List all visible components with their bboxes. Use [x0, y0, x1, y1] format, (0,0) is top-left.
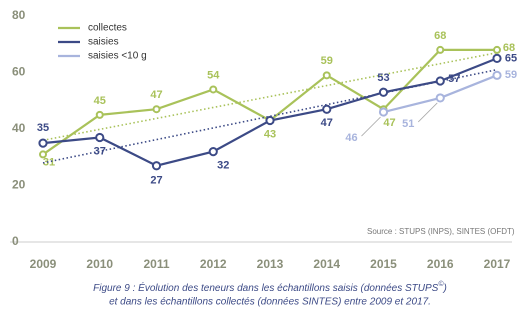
x-tick-label: 2013 [257, 257, 284, 271]
point [39, 150, 47, 159]
data-label: 37 [94, 145, 106, 157]
caption-sup: © [438, 280, 444, 288]
point [38, 138, 48, 148]
data-label: 47 [321, 117, 333, 129]
point [435, 76, 445, 86]
point [322, 104, 332, 114]
data-label: 57 [448, 73, 460, 85]
data-label: 68 [434, 30, 446, 42]
point [493, 45, 501, 54]
point [378, 87, 389, 97]
x-tick-label: 2017 [484, 257, 511, 271]
x-tick-label: 2014 [313, 257, 340, 271]
point [95, 132, 105, 143]
data-label: 47 [383, 117, 395, 129]
caption: et dans les échantillons collectés (donn… [109, 297, 431, 308]
legend-label: saisies [88, 37, 119, 48]
trend-line [42, 51, 498, 142]
point [492, 70, 502, 80]
x-tick-label: 2011 [143, 257, 169, 271]
data-label: 32 [217, 160, 229, 172]
source: Source : STUPS (INPS), SINTES (OFDT) [367, 227, 515, 236]
data-label: 68 [503, 42, 515, 54]
data-label: 54 [207, 69, 220, 81]
point [151, 161, 162, 171]
data-label: 65 [505, 52, 517, 64]
data-label: 27 [150, 175, 162, 187]
x-tick-label: 2016 [427, 257, 454, 271]
point [208, 147, 218, 157]
y-tick-label: 80 [12, 8, 26, 22]
legend-label: collectes [88, 23, 127, 34]
point [265, 115, 275, 126]
data-label: 51 [402, 118, 414, 130]
legend-label: saisies <10 g [88, 51, 147, 62]
data-label: 43 [264, 128, 276, 140]
caption-part: Figure 9 : Évolution des teneurs dans le… [93, 281, 439, 294]
data-label: 35 [37, 122, 49, 134]
data-label: 31 [43, 156, 55, 168]
point [378, 107, 389, 117]
data-label: 59 [321, 55, 333, 67]
point [436, 45, 445, 54]
y-tick-label: 40 [12, 121, 26, 135]
point [322, 71, 331, 80]
x-tick-label: 2012 [200, 257, 227, 271]
leader-line [417, 102, 438, 123]
caption-part: ) [443, 283, 447, 294]
x-tick-label: 2010 [86, 257, 113, 271]
point [435, 93, 445, 103]
x-tick-label: 2009 [30, 257, 57, 271]
x-tick-label: 2015 [370, 257, 397, 271]
data-label: 46 [345, 132, 357, 144]
point [95, 110, 104, 119]
y-tick-label: 60 [12, 65, 26, 79]
data-label: 47 [150, 89, 162, 101]
data-label: 59 [505, 69, 517, 81]
point [492, 53, 502, 63]
data-label: 45 [94, 95, 106, 107]
point [152, 105, 161, 114]
data-label: 53 [377, 72, 389, 84]
y-tick-label: 20 [12, 178, 26, 192]
point [209, 85, 218, 94]
y-tick-label: 0 [12, 234, 19, 248]
leader-line [361, 116, 381, 137]
caption: Figure 9 : Évolution des teneurs dans le… [93, 280, 447, 294]
